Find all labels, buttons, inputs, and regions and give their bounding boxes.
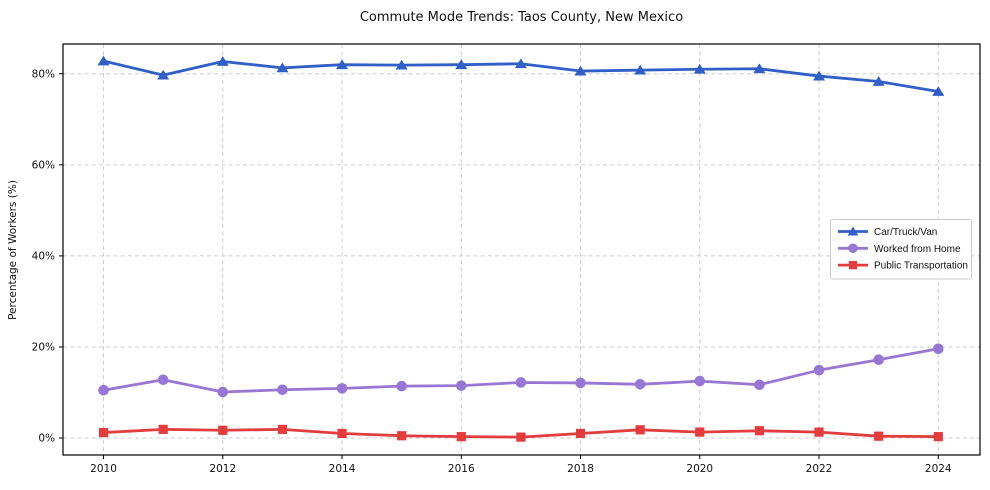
car-truck-van-marker [97, 55, 110, 66]
legend-circle-marker-icon [848, 243, 858, 254]
legend-label: Public Transportation [874, 261, 968, 272]
car-truck-van-marker [514, 58, 527, 69]
x-tick-label: 2022 [806, 463, 833, 475]
car-truck-van-marker [574, 65, 587, 76]
x-tick-label: 2010 [90, 463, 117, 475]
public-transportation-marker [635, 425, 645, 435]
worked-from-home-marker [634, 378, 646, 390]
car-truck-van-marker [872, 76, 885, 86]
legend-label: Car/Truck/Van [874, 227, 937, 238]
legend-item-public-transportation: Public Transportation [838, 261, 968, 272]
series-car-truck-van [97, 55, 945, 96]
public-transportation-marker [695, 427, 705, 437]
worked-from-home-marker [336, 383, 348, 394]
public-transportation-marker [516, 432, 526, 442]
public-transportation-marker [158, 424, 168, 434]
x-tick-label: 2016 [448, 463, 475, 475]
worked-from-home-marker [277, 384, 288, 396]
public-transportation-marker [218, 425, 228, 435]
car-truck-van-marker [276, 62, 289, 73]
chart-title: Commute Mode Trends: Taos County, New Me… [360, 10, 683, 25]
public-transportation-marker [98, 427, 109, 438]
y-tick-label: 20% [32, 342, 55, 354]
series-public-transportation [98, 424, 943, 442]
worked-from-home-marker [98, 384, 109, 396]
public-transportation-marker [874, 431, 884, 441]
public-transportation-marker [277, 424, 288, 434]
x-tick-label: 2012 [209, 463, 236, 475]
worked-from-home-marker [157, 374, 169, 386]
public-transportation-marker [456, 432, 466, 442]
legend-triangle-marker-icon [847, 226, 859, 236]
legend-label: Worked from Home [874, 244, 961, 255]
worked-from-home-marker [575, 377, 586, 389]
plot-border [62, 43, 981, 456]
y-tick-label: 60% [32, 159, 55, 171]
worked-from-home-marker [396, 380, 407, 392]
worked-from-home-marker [873, 354, 884, 366]
legend-item-car-truck-van: Car/Truck/Van [838, 226, 937, 238]
public-transportation-marker [575, 428, 586, 439]
car-truck-van-marker [813, 70, 826, 81]
worked-from-home-marker [217, 386, 229, 398]
y-tick-label: 80% [32, 68, 55, 80]
x-tick-label: 2018 [567, 463, 594, 475]
legend-square-marker-icon [848, 260, 858, 270]
plot-area: 2010 2012 2014 2016 2018 2020 2022 2024 0% 20% 40%… [32, 43, 981, 475]
public-transportation-marker [933, 432, 943, 442]
worked-from-home-marker [754, 379, 765, 391]
car-truck-van-marker [753, 63, 766, 74]
series-worked-from-home [98, 343, 944, 398]
car-truck-van-marker [216, 56, 229, 66]
public-transportation-marker [754, 426, 764, 436]
x-tick-label: 2024 [925, 463, 952, 475]
public-transportation-marker [397, 431, 407, 441]
legend-item-worked-from-home: Worked from Home [838, 243, 961, 255]
public-transportation-marker [814, 427, 824, 437]
car-truck-van-marker [336, 59, 349, 70]
y-tick-label: 40% [32, 250, 55, 262]
legend: Car/Truck/Van Worked from Home Public Tran… [830, 219, 972, 280]
worked-from-home-marker [455, 380, 467, 391]
x-tick-label: 2020 [686, 463, 713, 475]
car-truck-van-marker [693, 63, 706, 74]
car-truck-van-marker [932, 86, 945, 96]
public-transportation-marker [337, 428, 347, 439]
worked-from-home-marker [694, 375, 706, 387]
y-axis-label: Percentage of Workers (%) [7, 180, 19, 320]
y-tick-label: 0% [38, 433, 55, 445]
car-truck-van-marker [395, 59, 408, 70]
worked-from-home-marker [515, 377, 527, 388]
car-truck-van-marker [634, 64, 647, 75]
car-truck-van-marker [157, 69, 170, 80]
worked-from-home-marker [932, 343, 944, 355]
x-tick-label: 2014 [329, 463, 356, 475]
worked-from-home-marker [813, 364, 825, 376]
car-truck-van-marker [455, 59, 468, 70]
